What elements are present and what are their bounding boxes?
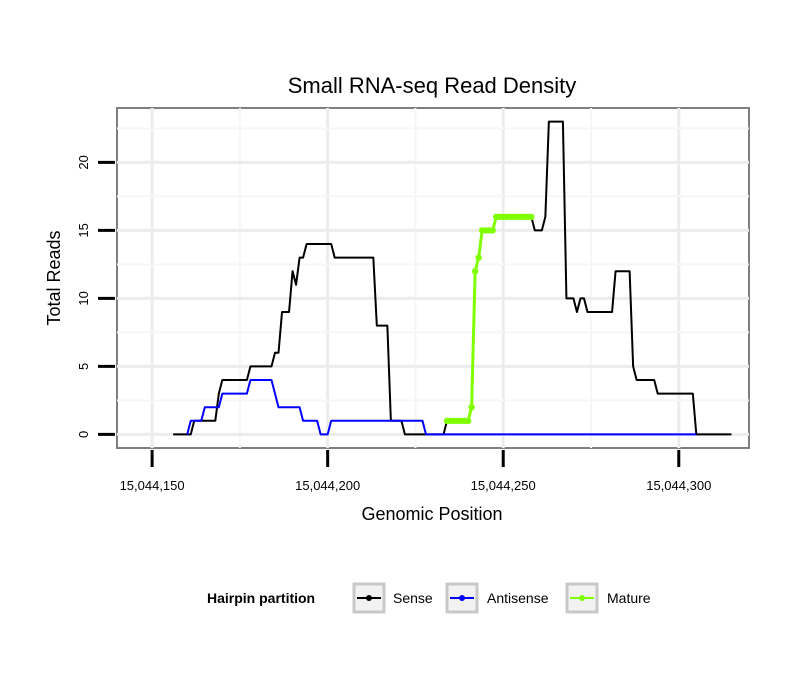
x-axis-label: Genomic Position bbox=[361, 504, 502, 524]
y-tick-label: 20 bbox=[76, 155, 91, 169]
gridlines bbox=[117, 108, 749, 448]
x-tick-label: 15,044,250 bbox=[471, 478, 536, 493]
y-tick-label: 5 bbox=[76, 363, 91, 370]
y-axis: 0 5 10 15 20 bbox=[76, 155, 115, 438]
chart-title: Small RNA-seq Read Density bbox=[288, 73, 577, 98]
x-tick-label: 15,044,200 bbox=[295, 478, 360, 493]
data-point-mature bbox=[464, 417, 472, 424]
plot-panel bbox=[116, 107, 750, 449]
y-tick-label: 15 bbox=[76, 223, 91, 237]
data-point-mature bbox=[468, 404, 475, 411]
y-axis-label: Total Reads bbox=[44, 230, 64, 325]
x-tick-label: 15,044,300 bbox=[646, 478, 711, 493]
series-line-antisense bbox=[186, 379, 697, 436]
series-layer bbox=[173, 120, 732, 436]
x-tick-label: 15,044,150 bbox=[120, 478, 185, 493]
legend: Hairpin partition Sense Antisense Mature bbox=[207, 582, 651, 614]
legend-item-sense: Sense bbox=[352, 582, 433, 614]
x-axis: 15,044,150 15,044,200 15,044,250 15,044,300 bbox=[120, 450, 711, 493]
data-point-mature bbox=[475, 254, 482, 261]
data-point-mature bbox=[471, 268, 479, 275]
plot-border bbox=[116, 107, 750, 449]
legend-point-mature bbox=[579, 595, 585, 601]
legend-point-sense bbox=[366, 595, 372, 601]
y-tick-label: 0 bbox=[76, 431, 91, 438]
legend-point-antisense bbox=[459, 595, 465, 601]
legend-label-sense: Sense bbox=[393, 590, 433, 606]
legend-title: Hairpin partition bbox=[207, 590, 315, 606]
legend-label-mature: Mature bbox=[607, 590, 651, 606]
legend-item-antisense: Antisense bbox=[445, 582, 549, 614]
y-tick-label: 10 bbox=[76, 291, 91, 305]
data-point-mature bbox=[528, 213, 535, 220]
legend-item-mature: Mature bbox=[565, 582, 651, 614]
legend-label-antisense: Antisense bbox=[487, 590, 549, 606]
data-point-mature bbox=[489, 227, 496, 234]
